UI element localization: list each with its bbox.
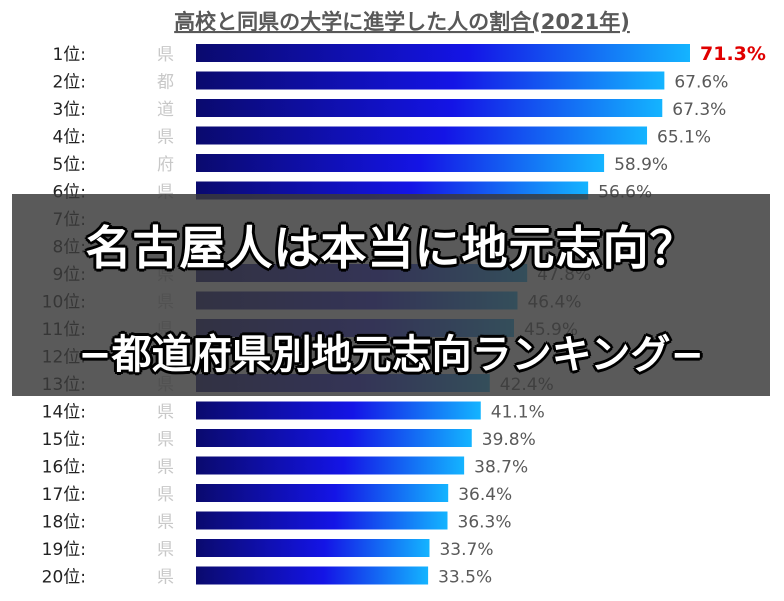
prefecture-label: 県 [157, 45, 174, 65]
bar [196, 126, 648, 145]
prefecture-label: 県 [157, 485, 174, 505]
prefecture-label: 県 [157, 568, 174, 588]
bar [196, 401, 481, 420]
value-label: 67.3% [672, 100, 726, 120]
rank-label: 16位: [42, 458, 86, 478]
rank-label: 17位: [42, 485, 86, 505]
prefecture-label: 県 [157, 540, 174, 560]
rank-label: 20位: [42, 568, 86, 588]
rank-label: 2位: [52, 73, 86, 93]
prefecture-label: 県 [157, 403, 174, 423]
rank-label: 4位: [52, 128, 86, 148]
rank-label: 14位: [42, 403, 86, 423]
bar [196, 484, 449, 502]
chart-title: 高校と同県の大学に進学した人の割合(2021年) [174, 10, 630, 34]
headline-title: 名古屋人は本当に地元志向？ [85, 221, 697, 275]
prefecture-label: 県 [157, 458, 174, 478]
value-label: 65.1% [657, 128, 711, 148]
bar [196, 71, 665, 90]
value-label: 33.7% [439, 540, 493, 560]
value-label: 36.4% [458, 485, 512, 505]
bar [196, 429, 472, 447]
value-label: 33.5% [438, 568, 492, 588]
value-label: 36.3% [458, 513, 512, 533]
prefecture-label: 県 [157, 430, 174, 450]
prefecture-label: 府 [157, 155, 174, 175]
rank-label: 3位: [52, 100, 86, 120]
bar [196, 99, 663, 117]
value-label: 39.8% [482, 430, 536, 450]
prefecture-label: 県 [157, 513, 174, 533]
bar [196, 44, 690, 62]
headline-subtitle: −都道府県別地元志向ランキング− [78, 332, 704, 378]
headline-overlay: 名古屋人は本当に地元志向？ −都道府県別地元志向ランキング− [12, 194, 770, 396]
value-label: 38.7% [474, 458, 528, 478]
rank-label: 1位: [52, 45, 86, 65]
rank-label: 15位: [42, 430, 86, 450]
value-label: 58.9% [614, 155, 668, 175]
bar [196, 154, 605, 172]
bar [196, 511, 448, 530]
bar [196, 456, 465, 475]
prefecture-label: 都 [157, 73, 174, 93]
value-label: 41.1% [491, 403, 545, 423]
rank-label: 18位: [42, 513, 86, 533]
prefecture-label: 県 [157, 128, 174, 148]
prefecture-label: 道 [157, 100, 174, 120]
value-label: 71.3% [700, 43, 766, 65]
value-label: 67.6% [674, 73, 728, 93]
rank-label: 19位: [42, 540, 86, 560]
bar [196, 566, 429, 585]
bar [196, 539, 430, 557]
rank-label: 5位: [52, 155, 86, 175]
